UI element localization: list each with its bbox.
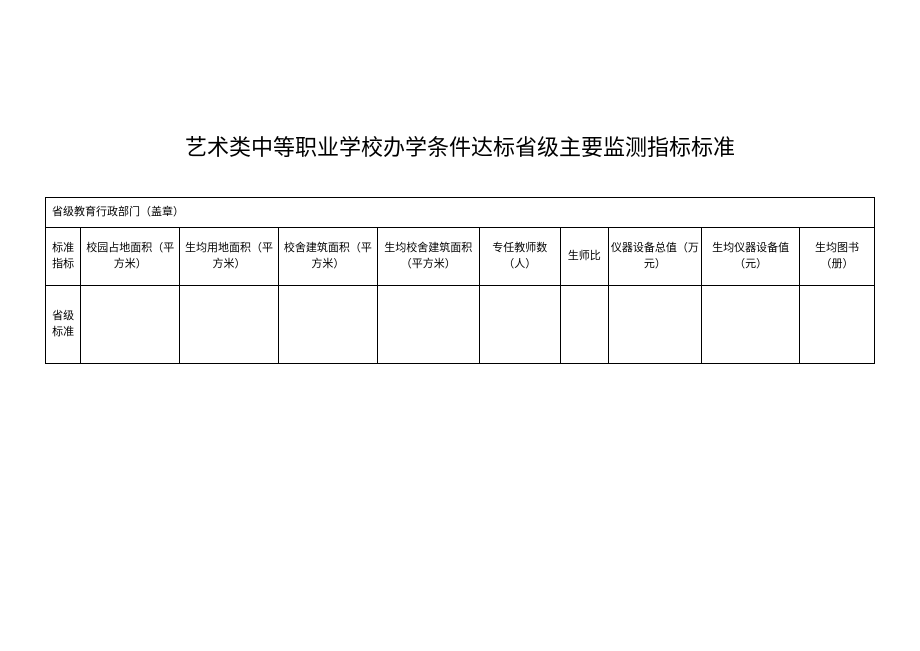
col-header: 生均用地面积（平方米） <box>180 228 279 286</box>
data-cell <box>180 286 279 364</box>
col-header: 校园占地面积（平方米） <box>81 228 180 286</box>
data-cell <box>702 286 800 364</box>
row-header-label: 标准指标 <box>46 228 81 286</box>
page-title: 艺术类中等职业学校办学条件达标省级主要监测指标标准 <box>0 0 920 197</box>
table-container: 省级教育行政部门（盖章） 标准指标 校园占地面积（平方米） 生均用地面积（平方米… <box>45 197 875 364</box>
department-cell: 省级教育行政部门（盖章） <box>46 198 875 228</box>
data-cell <box>799 286 874 364</box>
col-header: 生均仪器设备值（元） <box>702 228 800 286</box>
standards-table: 省级教育行政部门（盖章） 标准指标 校园占地面积（平方米） 生均用地面积（平方米… <box>45 197 875 364</box>
data-cell <box>560 286 608 364</box>
col-header: 校舍建筑面积（平方米） <box>278 228 377 286</box>
data-cell <box>377 286 479 364</box>
col-header: 生均校舍建筑面积（平方米） <box>377 228 479 286</box>
col-header: 生均图书（册） <box>799 228 874 286</box>
col-header: 仪器设备总值（万元） <box>608 228 702 286</box>
data-cell <box>81 286 180 364</box>
data-cell <box>608 286 702 364</box>
col-header: 专任教师数（人） <box>479 228 560 286</box>
data-cell <box>479 286 560 364</box>
col-header: 生师比 <box>560 228 608 286</box>
data-cell <box>278 286 377 364</box>
row-header-label: 省级标准 <box>46 286 81 364</box>
data-row: 省级标准 <box>46 286 875 364</box>
header-row: 标准指标 校园占地面积（平方米） 生均用地面积（平方米） 校舍建筑面积（平方米）… <box>46 228 875 286</box>
department-row: 省级教育行政部门（盖章） <box>46 198 875 228</box>
